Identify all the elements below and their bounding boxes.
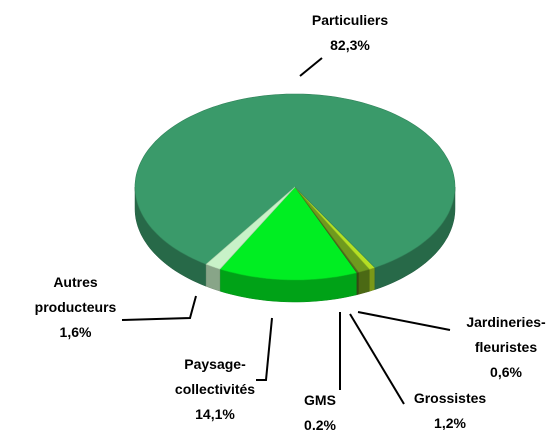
slice bbox=[205, 186, 296, 270]
leader-line bbox=[349, 313, 405, 405]
category-label: Particuliers bbox=[311, 12, 389, 28]
leader-line bbox=[299, 57, 323, 77]
slice bbox=[134, 93, 456, 268]
category-label: Autres producteurs bbox=[34, 274, 117, 315]
slice-side bbox=[358, 268, 370, 295]
category-label: Grossistes bbox=[413, 390, 487, 406]
leader-line bbox=[357, 311, 451, 331]
label: Particuliers 82,3% bbox=[290, 8, 410, 58]
value-label: 14,1% bbox=[195, 406, 235, 422]
value-label: 0,6% bbox=[490, 364, 522, 380]
label: Grossistes 1,2% bbox=[405, 386, 495, 430]
slice-tops bbox=[134, 93, 456, 281]
label: Autres producteurs 1,6% bbox=[28, 270, 123, 345]
label: GMS 0,2% bbox=[295, 388, 345, 430]
category-label: Jardineries-fleuristes bbox=[466, 314, 546, 355]
leader-line bbox=[256, 317, 273, 381]
label: Jardineries-fleuristes 0,6% bbox=[455, 310, 557, 385]
leader-line bbox=[121, 295, 197, 321]
value-label: 1,2% bbox=[434, 415, 466, 430]
value-label: 1,6% bbox=[59, 324, 92, 340]
slice-sides bbox=[134, 186, 456, 303]
value-label: 82,3% bbox=[330, 37, 370, 53]
slice bbox=[219, 186, 358, 281]
slice-side bbox=[369, 267, 376, 292]
label: Paysage-collectivités 14,1% bbox=[160, 352, 270, 427]
value-label: 0,2% bbox=[304, 417, 336, 430]
slice-side bbox=[356, 271, 359, 296]
category-label: GMS bbox=[304, 392, 336, 408]
category-label: Paysage-collectivités bbox=[174, 356, 256, 397]
